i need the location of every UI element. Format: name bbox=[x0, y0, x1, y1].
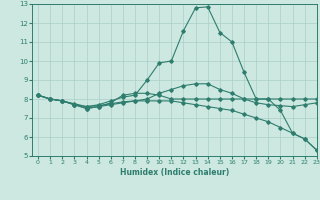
X-axis label: Humidex (Indice chaleur): Humidex (Indice chaleur) bbox=[120, 168, 229, 177]
